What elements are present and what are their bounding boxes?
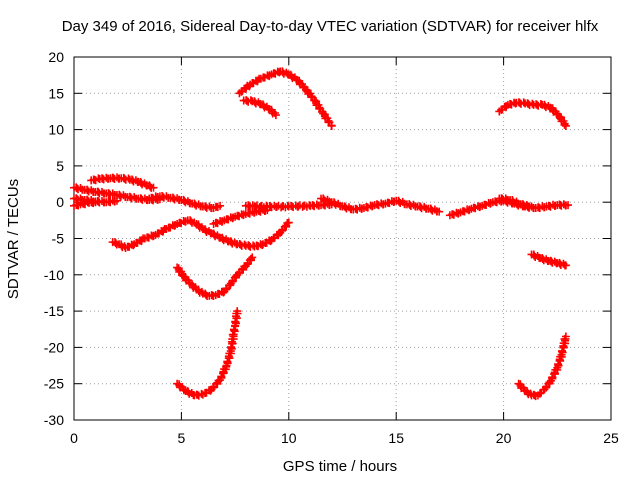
series-arc-11 xyxy=(173,307,242,400)
data-trace-markers xyxy=(523,387,535,399)
y-tick-label: -10 xyxy=(44,267,64,283)
series-arc-5 xyxy=(108,216,199,252)
data-trace-markers xyxy=(228,272,240,286)
data-trace-markers xyxy=(558,334,570,357)
data-trace-markers xyxy=(119,173,133,184)
data-point-marker xyxy=(284,218,293,227)
data-trace-markers xyxy=(143,231,158,242)
data-trace-markers xyxy=(265,201,292,212)
y-tick-label: -15 xyxy=(44,303,64,319)
series-arc-6 xyxy=(145,192,225,213)
data-point-marker xyxy=(112,196,121,205)
data-trace-markers xyxy=(497,102,511,114)
y-tick-label: -5 xyxy=(52,231,65,247)
data-point-marker xyxy=(435,207,444,216)
data-trace-markers xyxy=(242,96,255,106)
x-tick-label: 20 xyxy=(496,430,512,446)
x-tick-label: 5 xyxy=(178,430,186,446)
grid-lines xyxy=(74,57,611,420)
series-arc-15 xyxy=(445,196,573,220)
data-trace-markers xyxy=(145,181,156,192)
data-trace-markers xyxy=(243,254,255,269)
x-tick-label: 25 xyxy=(603,430,619,446)
series-arc-13 xyxy=(239,96,280,120)
series-arc-16 xyxy=(495,194,534,211)
y-tick-label: 15 xyxy=(48,85,64,101)
data-trace-markers xyxy=(201,289,212,300)
series-arc-19 xyxy=(514,332,570,401)
y-tick-label: 10 xyxy=(48,122,64,138)
data-point-marker xyxy=(327,121,336,130)
y-tick-label: -20 xyxy=(44,339,64,355)
data-trace-markers xyxy=(267,105,279,118)
data-trace-markers xyxy=(211,202,222,212)
y-tick-label: 0 xyxy=(56,194,64,210)
data-trace-markers xyxy=(194,220,206,232)
series-arc-17 xyxy=(495,98,570,130)
data-trace-markers xyxy=(548,104,562,119)
data-trace-markers xyxy=(542,378,554,392)
data-trace-markers xyxy=(186,216,196,227)
data-trace-markers xyxy=(188,280,200,292)
y-tick-label: -30 xyxy=(44,412,64,428)
data-point-marker xyxy=(525,202,534,211)
data-point-marker xyxy=(216,201,225,210)
series-arc-9 xyxy=(209,205,272,228)
data-trace-markers xyxy=(174,264,187,280)
data-trace-markers xyxy=(227,322,240,353)
x-tick-label: 10 xyxy=(281,430,297,446)
data-trace-markers xyxy=(164,221,180,232)
axis-ticks: 0 5 10 15 20 25 -30 -25 -20 -15 -10 -5 0 5 10 15 20 xyxy=(44,49,619,446)
data-trace-markers xyxy=(295,76,309,92)
data-trace-markers xyxy=(287,201,314,212)
data-point-marker xyxy=(248,253,257,262)
data-point-marker xyxy=(91,198,100,207)
data-trace-markers xyxy=(557,113,569,129)
data-series xyxy=(70,67,573,401)
data-trace-markers xyxy=(259,71,274,82)
data-trace-markers xyxy=(458,205,474,216)
series-arc-14 xyxy=(317,194,444,216)
y-tick-label: 5 xyxy=(56,158,64,174)
y-tick-label: 20 xyxy=(48,49,64,65)
data-point-marker xyxy=(149,183,158,192)
x-tick-label: 0 xyxy=(70,430,78,446)
data-trace-markers xyxy=(194,285,206,297)
series-arc-3 xyxy=(70,198,100,210)
x-tick-label: 15 xyxy=(388,430,404,446)
series-arc-10 xyxy=(241,199,336,212)
data-point-marker xyxy=(233,307,242,316)
series-arc-8 xyxy=(192,218,293,251)
data-point-marker xyxy=(561,121,570,130)
data-point-marker xyxy=(561,332,570,341)
y-axis-label: SDTVAR / TECUs xyxy=(5,179,22,299)
data-trace-markers xyxy=(175,217,190,228)
data-point-marker xyxy=(561,261,570,270)
data-trace-markers xyxy=(269,230,283,243)
data-trace-markers xyxy=(211,217,227,228)
data-point-marker xyxy=(271,111,280,120)
series-arc-4 xyxy=(87,173,158,192)
chart-title: Day 349 of 2016, Sidereal Day-to-day VTE… xyxy=(62,18,599,35)
series-arc-7 xyxy=(173,253,257,300)
data-trace-markers xyxy=(111,238,121,249)
y-tick-label: -25 xyxy=(44,376,64,392)
x-axis-label: GPS time / hours xyxy=(283,458,397,475)
data-point-marker xyxy=(564,201,573,210)
series-arc-12 xyxy=(235,67,336,130)
series-arc-18 xyxy=(527,250,570,270)
